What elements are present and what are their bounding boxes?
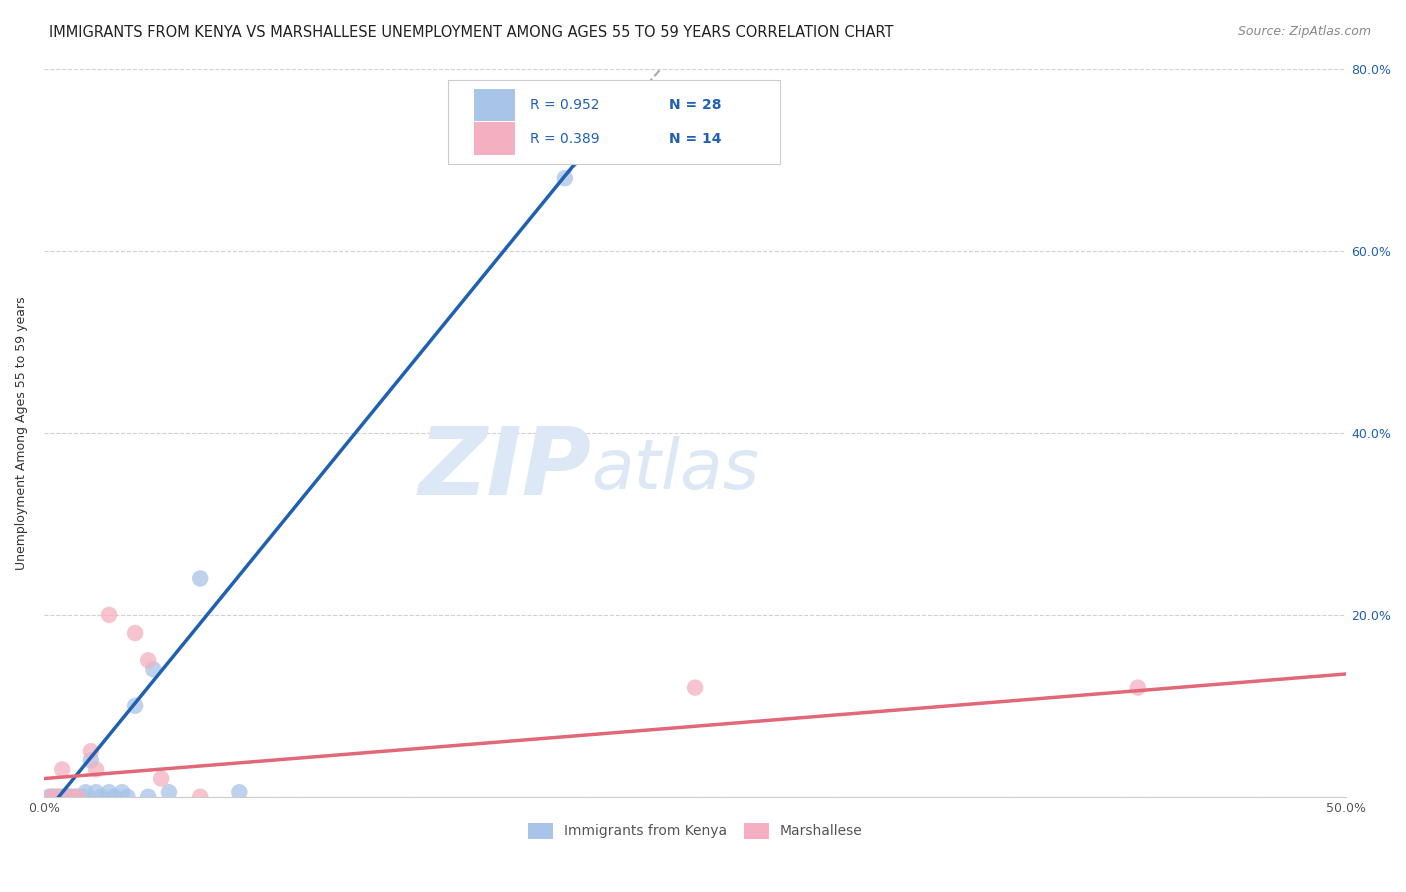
Point [142, 662, 165, 676]
Point [90, 789, 112, 804]
Point [75, 785, 97, 799]
Bar [474, 88, 516, 121]
Point [554, 171, 576, 186]
Point [41, 789, 63, 804]
Point [59, 789, 82, 804]
Point [228, 785, 250, 799]
Point [136, 653, 159, 667]
Text: IMMIGRANTS FROM KENYA VS MARSHALLESE UNEMPLOYMENT AMONG AGES 55 TO 59 YEARS CORR: IMMIGRANTS FROM KENYA VS MARSHALLESE UNE… [49, 25, 894, 40]
Point [80, 744, 103, 758]
Point [66, 789, 89, 804]
Point [66, 789, 89, 804]
Point [51, 763, 73, 777]
Legend: Immigrants from Kenya, Marshallese: Immigrants from Kenya, Marshallese [522, 817, 868, 845]
Text: R = 0.389: R = 0.389 [530, 132, 599, 145]
Point [98, 607, 121, 622]
Point [41, 789, 63, 804]
Point [111, 785, 134, 799]
Y-axis label: Unemployment Among Ages 55 to 59 years: Unemployment Among Ages 55 to 59 years [15, 296, 28, 570]
Text: atlas: atlas [591, 436, 759, 503]
Point [188, 789, 211, 804]
Point [98, 785, 121, 799]
Text: ZIP: ZIP [418, 424, 591, 516]
Bar [474, 122, 516, 155]
Text: N = 14: N = 14 [669, 132, 721, 145]
Text: Source: ZipAtlas.com: Source: ZipAtlas.com [1237, 25, 1371, 38]
Point [59, 789, 82, 804]
Point [84, 763, 107, 777]
Point [38, 789, 60, 804]
Point [136, 789, 159, 804]
FancyBboxPatch shape [447, 80, 780, 163]
Point [46, 789, 69, 804]
Point [46, 789, 69, 804]
Point [62, 789, 84, 804]
Point [84, 785, 107, 799]
Text: R = 0.952: R = 0.952 [530, 98, 599, 112]
Point [1126, 681, 1149, 695]
Point [150, 772, 173, 786]
Point [44, 789, 66, 804]
Point [188, 571, 211, 585]
Point [53, 789, 76, 804]
Point [117, 789, 139, 804]
Point [56, 789, 79, 804]
Point [72, 789, 94, 804]
Point [51, 789, 73, 804]
Point [124, 626, 146, 640]
Point [124, 698, 146, 713]
Point [80, 753, 103, 767]
Text: N = 28: N = 28 [669, 98, 721, 112]
Point [683, 681, 706, 695]
Point [103, 789, 125, 804]
Point [65, 789, 87, 804]
Point [48, 789, 70, 804]
Point [157, 785, 180, 799]
